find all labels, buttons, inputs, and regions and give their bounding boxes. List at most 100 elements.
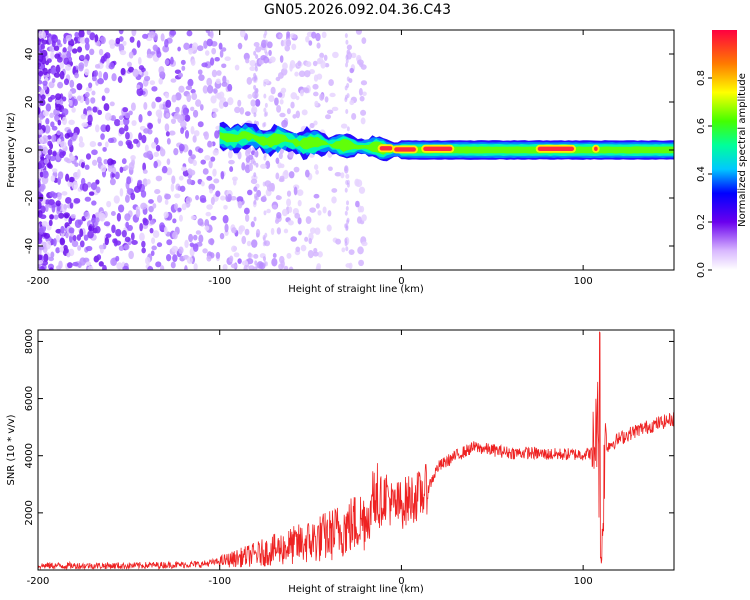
noise-cell: [55, 93, 62, 101]
noise-cell: [293, 186, 298, 196]
noise-cell: [131, 30, 137, 37]
noise-cell: [102, 264, 107, 270]
noise-cell: [136, 40, 141, 48]
noise-cell: [136, 87, 144, 97]
noise-cell: [265, 51, 269, 57]
noise-cell: [137, 56, 142, 65]
noise-cell: [91, 217, 96, 224]
noise-cell: [84, 68, 90, 76]
noise-cell: [280, 39, 285, 47]
noise-cell: [69, 155, 75, 161]
noise-cell: [360, 109, 367, 116]
noise-cell: [131, 120, 137, 126]
noise-cell: [197, 147, 204, 154]
noise-cell: [239, 106, 245, 115]
noise-cell: [360, 80, 368, 86]
noise-cell: [142, 169, 148, 174]
noise-cell: [218, 42, 223, 50]
noise-cell: [270, 86, 276, 95]
noise-cell: [154, 189, 161, 195]
noise-cell: [60, 225, 65, 234]
noise-cell: [97, 109, 103, 116]
noise-cell: [155, 96, 162, 103]
noise-cell: [345, 39, 349, 45]
noise-cell: [56, 39, 61, 45]
noise-cell: [286, 190, 292, 197]
noise-cell: [47, 199, 55, 206]
noise-cell: [212, 112, 217, 118]
noise-cell: [276, 212, 282, 219]
noise-cell: [207, 140, 212, 148]
noise-cell: [58, 212, 65, 219]
noise-cell: [85, 97, 90, 106]
noise-cell: [46, 240, 51, 250]
noise-cell: [193, 263, 198, 270]
noise-cell: [84, 59, 89, 68]
noise-cell: [253, 253, 259, 259]
noise-cell: [93, 69, 99, 77]
noise-cell: [152, 230, 160, 239]
noise-cell: [256, 120, 260, 126]
y-tick-label: -20: [24, 190, 35, 206]
noise-cell: [50, 51, 55, 60]
noise-cell: [153, 151, 160, 158]
noise-cell: [95, 186, 101, 194]
noise-cell: [104, 141, 109, 148]
noise-cell: [111, 73, 117, 82]
noise-cell: [358, 186, 366, 194]
noise-cell: [344, 187, 348, 193]
noise-cell: [238, 225, 246, 232]
noise-cell: [192, 159, 197, 167]
noise-cell: [178, 214, 183, 222]
noise-cell: [215, 190, 221, 197]
noise-cell: [79, 257, 87, 266]
noise-cell: [92, 76, 97, 81]
noise-cell: [38, 122, 42, 131]
noise-cell: [263, 93, 267, 99]
noise-cell: [166, 254, 172, 262]
noise-cell: [361, 37, 367, 44]
noise-cell: [335, 238, 342, 245]
noise-cell: [202, 168, 209, 175]
noise-cell: [279, 55, 284, 63]
noise-cell: [170, 118, 177, 125]
noise-cell: [212, 168, 217, 177]
noise-cell: [313, 91, 319, 97]
noise-cell: [357, 246, 364, 255]
noise-cell: [304, 169, 310, 178]
noise-cell: [200, 159, 207, 165]
noise-cell: [190, 125, 195, 135]
noise-cell: [192, 109, 199, 118]
noise-cell: [77, 46, 83, 53]
colorbar-tick-label: 0.6: [696, 118, 707, 134]
chart-title: GN05.2026.092.04.36.C43: [264, 2, 451, 18]
noise-cell: [293, 166, 300, 173]
snr-series-line: [38, 331, 674, 570]
noise-cell: [51, 134, 57, 143]
noise-cell: [38, 266, 45, 270]
noise-cell: [237, 42, 243, 50]
noise-cell: [144, 75, 151, 82]
noise-cell: [66, 252, 71, 258]
noise-cell: [177, 72, 183, 78]
noise-cell: [344, 166, 348, 172]
noise-cell: [85, 153, 92, 160]
noise-cell: [187, 78, 194, 87]
noise-cell: [159, 71, 166, 79]
noise-cell: [253, 50, 257, 56]
noise-cell: [40, 43, 46, 50]
noise-cell: [142, 33, 149, 39]
noise-cell: [74, 72, 79, 79]
noise-cell: [288, 171, 295, 179]
noise-cell: [38, 136, 44, 144]
noise-cell: [51, 78, 56, 83]
noise-cell: [103, 158, 108, 165]
noise-cell: [243, 52, 250, 61]
noise-cell: [263, 107, 267, 113]
noise-cell: [198, 74, 205, 81]
noise-cell: [88, 82, 93, 89]
noise-cell: [188, 233, 194, 243]
noise-cell: [322, 206, 327, 214]
spectrogram-y-label: Frequency (Hz): [6, 112, 17, 188]
noise-cell: [312, 83, 319, 90]
